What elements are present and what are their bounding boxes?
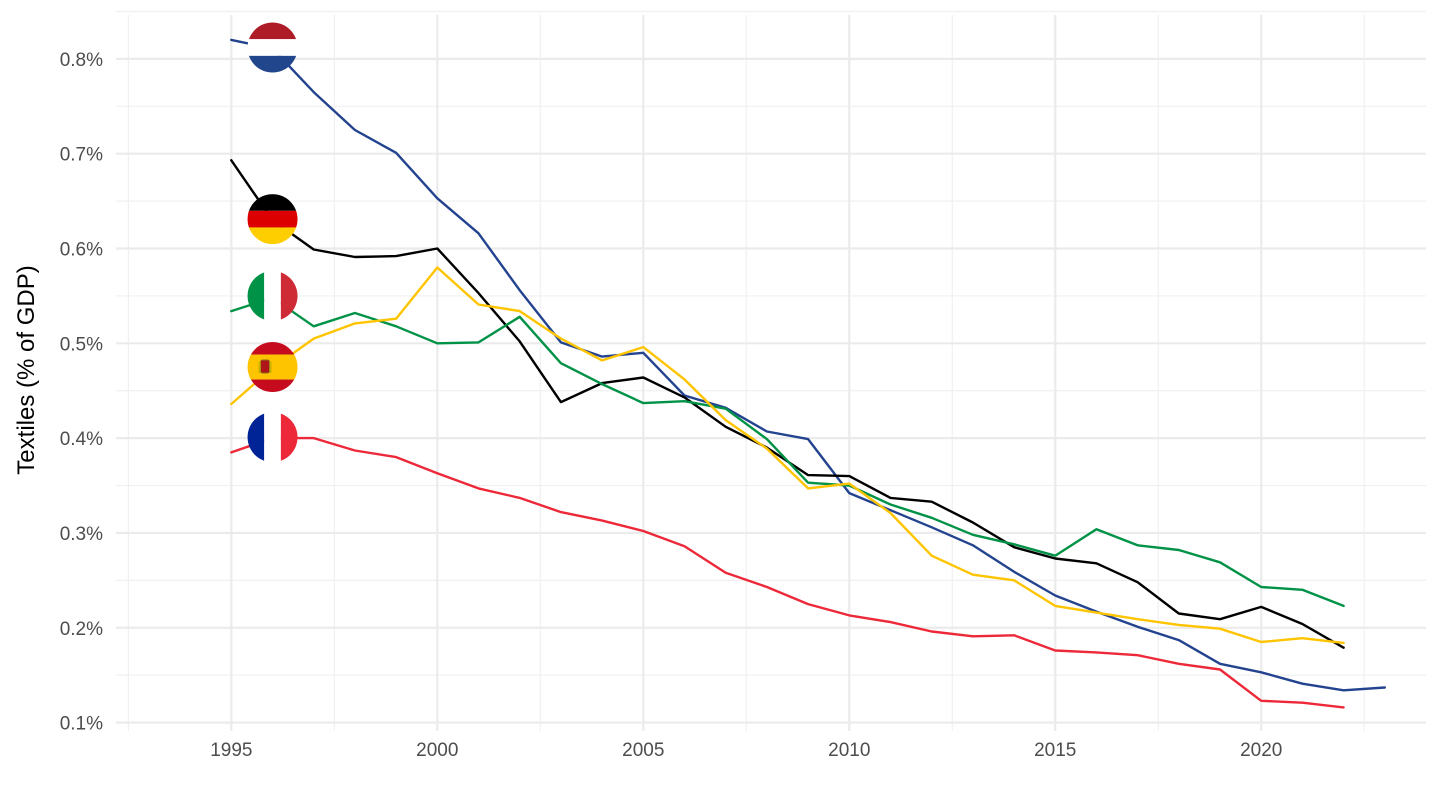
- france-series-line: [230, 436, 1345, 709]
- minor-gridlines: [116, 10, 1426, 731]
- country-flags: [247, 22, 298, 463]
- x-tick-label: 2020: [1240, 740, 1282, 761]
- pillar: [269, 362, 272, 374]
- flag-stripe: [247, 412, 265, 463]
- x-tick-label: 1995: [210, 740, 252, 761]
- series-lines: [230, 38, 1387, 709]
- flag-stripe: [247, 55, 298, 73]
- flag-stripe: [247, 194, 298, 211]
- y-tick-label: 0.7%: [60, 145, 103, 166]
- italy-flag-icon: [247, 270, 298, 321]
- y-tick-label: 0.6%: [60, 240, 103, 261]
- y-tick-label: 0.8%: [60, 50, 103, 71]
- y-tick-label: 0.2%: [60, 619, 103, 640]
- flag-stripe: [264, 270, 281, 321]
- flag-stripe: [247, 354, 298, 380]
- spain-flag-icon: [247, 342, 298, 393]
- flag-stripe: [247, 270, 265, 321]
- flag-stripe: [280, 270, 298, 321]
- flag-stripe: [247, 39, 298, 56]
- netherlands-series-line: [230, 38, 1387, 692]
- x-tick-label: 2000: [416, 740, 458, 761]
- y-axis-title: Textiles (% of GDP): [13, 265, 40, 474]
- y-axis-tick-labels: 0.1% 0.2% 0.3% 0.4% 0.5% 0.6% 0.7% 0.8%: [60, 50, 103, 735]
- x-tick-label: 2015: [1034, 740, 1076, 761]
- y-tick-label: 0.5%: [60, 334, 103, 355]
- y-tick-label: 0.1%: [60, 714, 103, 735]
- netherlands-flag-icon: [247, 22, 298, 73]
- y-tick-label: 0.4%: [60, 429, 103, 450]
- germany-flag-icon: [247, 194, 298, 245]
- flag-stripe: [247, 22, 298, 40]
- flag-stripe: [247, 210, 298, 228]
- x-axis-tick-labels: 1995 2000 2005 2010 2015 2020: [210, 740, 1282, 761]
- germany-series-line: [230, 159, 1345, 649]
- italy-series-line: [230, 296, 1345, 608]
- spain-series-line: [230, 266, 1345, 645]
- x-tick-label: 2010: [828, 740, 870, 761]
- flag-stripe: [280, 412, 298, 463]
- pillar: [258, 362, 261, 374]
- y-tick-label: 0.3%: [60, 524, 103, 545]
- coat-of-arms: [260, 359, 271, 374]
- france-flag-icon: [247, 412, 298, 463]
- flag-stripe: [247, 227, 298, 245]
- major-gridlines: [116, 15, 1426, 731]
- x-tick-label: 2005: [622, 740, 664, 761]
- flag-stripe: [264, 412, 281, 463]
